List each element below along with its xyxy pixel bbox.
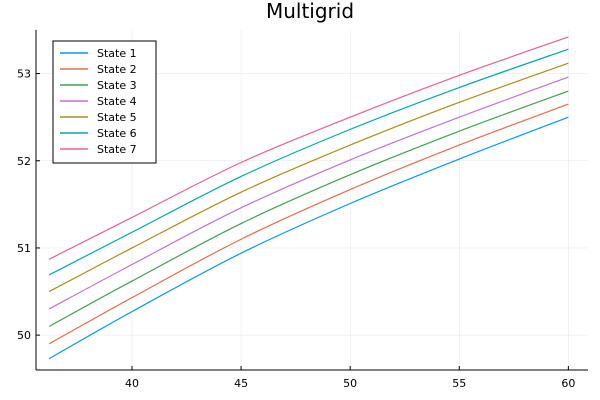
x-tick-label: 55 bbox=[452, 377, 466, 390]
legend-box bbox=[52, 40, 157, 164]
y-tick-label: 52 bbox=[17, 155, 31, 168]
y-tick-label: 53 bbox=[17, 68, 31, 81]
series-line-state-3 bbox=[48, 90, 569, 327]
x-tick-label: 45 bbox=[234, 377, 248, 390]
chart-title: Multigrid bbox=[266, 0, 354, 23]
series-line-state-1 bbox=[48, 116, 569, 360]
series-line-state-6 bbox=[48, 48, 569, 276]
x-tick-label: 40 bbox=[125, 377, 139, 390]
x-tick-label: 50 bbox=[343, 377, 357, 390]
series-lines bbox=[48, 36, 569, 360]
legend-label: State 4 bbox=[97, 95, 137, 108]
y-tick-label: 51 bbox=[17, 242, 31, 255]
legend-label: State 6 bbox=[97, 127, 137, 140]
legend: State 1 State 2 State 3 State 4 State 5 State… bbox=[52, 40, 157, 164]
legend-label: State 7 bbox=[97, 143, 137, 156]
series-line-state-4 bbox=[48, 76, 569, 310]
legend-label: State 1 bbox=[97, 47, 137, 60]
y-tick-label: 50 bbox=[17, 329, 31, 342]
axes bbox=[35, 30, 588, 371]
x-tick-label: 60 bbox=[561, 377, 575, 390]
tick-labels: 40 45 50 55 60 50 51 52 53 bbox=[17, 68, 575, 390]
series-line-state-7 bbox=[48, 36, 569, 260]
legend-label: State 2 bbox=[97, 63, 137, 76]
legend-label: State 5 bbox=[97, 111, 137, 124]
legend-label: State 3 bbox=[97, 79, 137, 92]
series-line-state-5 bbox=[48, 62, 569, 293]
grid-lines bbox=[36, 30, 588, 370]
series-line-state-2 bbox=[48, 103, 569, 345]
